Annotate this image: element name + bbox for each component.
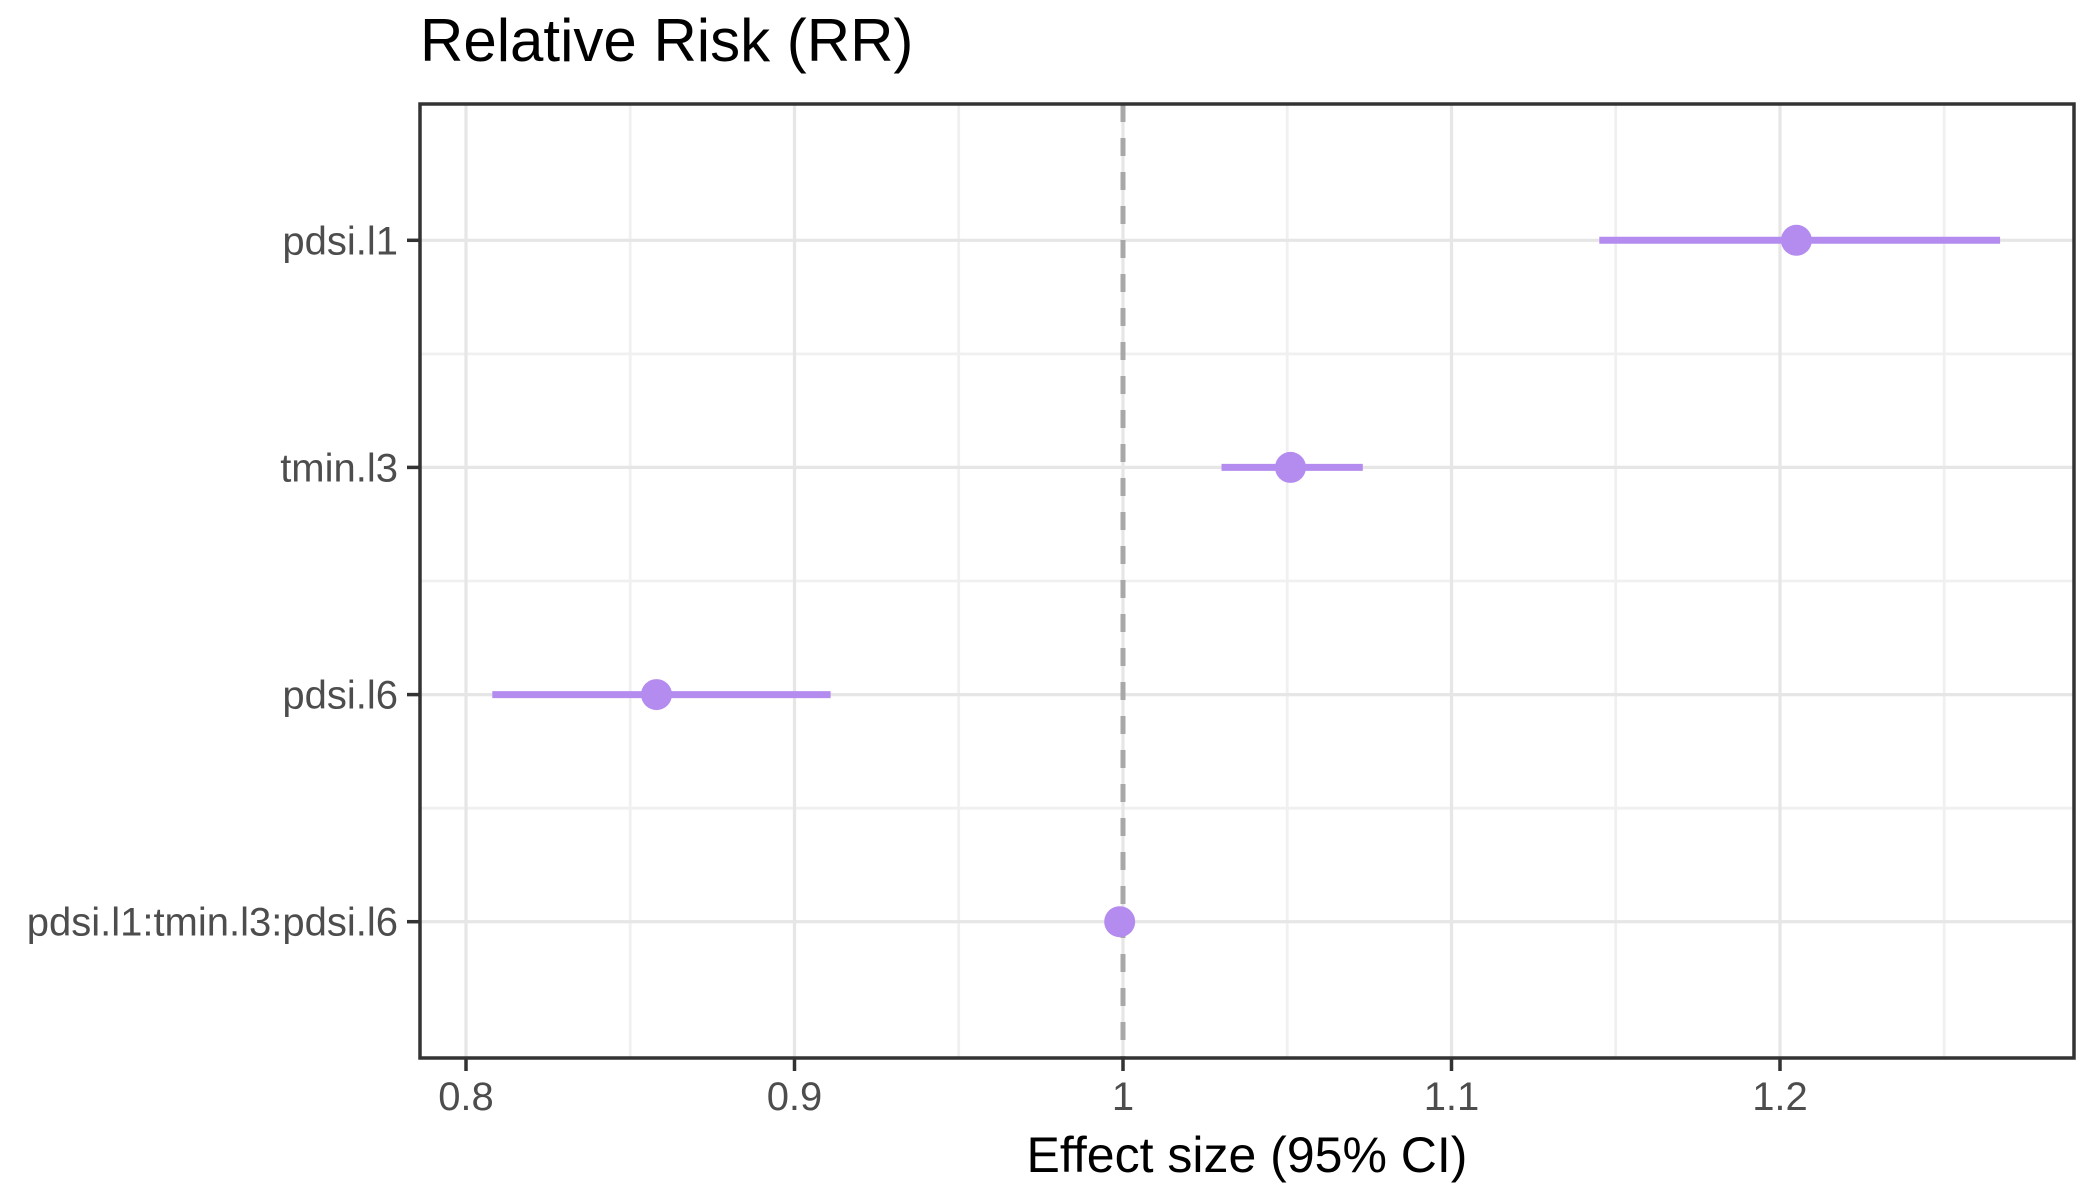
x-tick-label: 1 [1112, 1075, 1134, 1119]
plot-title: Relative Risk (RR) [420, 7, 914, 74]
estimate-point [1780, 224, 1812, 256]
estimate-point [1275, 451, 1306, 483]
x-axis-title: Effect size (95% CI) [1026, 1127, 1468, 1183]
y-axis-label: tmin.l3 [280, 446, 398, 490]
estimate-point [1104, 906, 1136, 938]
plot-panel [418, 102, 2076, 1060]
x-tick-label: 0.8 [438, 1075, 494, 1119]
y-axis-label: pdsi.l1 [282, 219, 398, 263]
y-axis-label: pdsi.l1:tmin.l3:pdsi.l6 [27, 901, 398, 945]
x-tick-label: 1.2 [1752, 1075, 1808, 1119]
x-tick-label: 1.1 [1424, 1075, 1480, 1119]
estimate-point [641, 679, 672, 711]
y-axis-label: pdsi.l6 [282, 674, 398, 718]
x-tick-label: 0.9 [767, 1075, 823, 1119]
